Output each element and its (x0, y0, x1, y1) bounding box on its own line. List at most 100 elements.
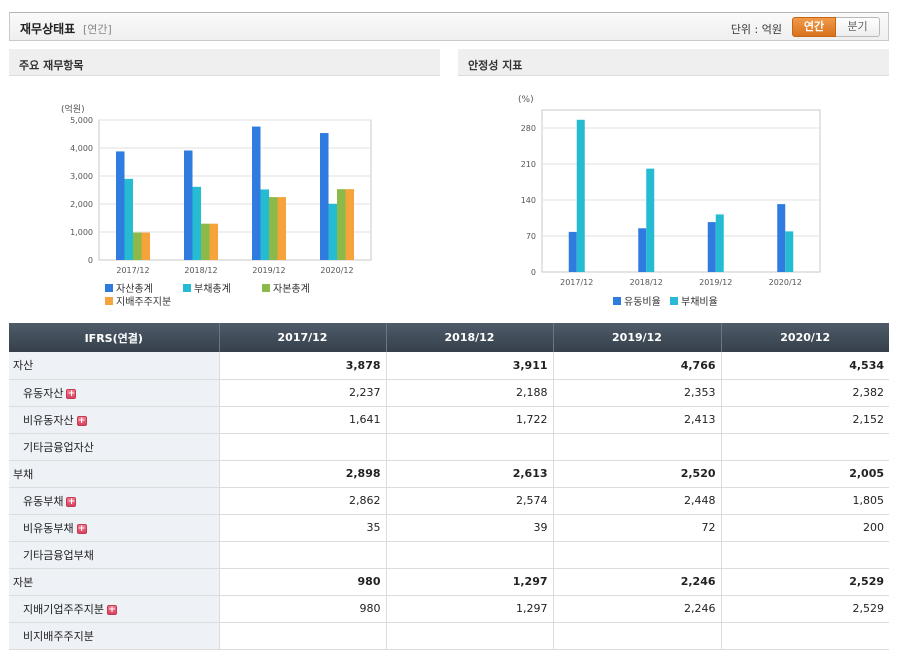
value-cell: 2,574 (385, 487, 553, 515)
value-cell: 2,520 (552, 460, 721, 488)
value-cell: 2,353 (552, 379, 721, 407)
bar-부채비율 (785, 231, 794, 272)
value-cell: 980 (218, 595, 386, 623)
bar-유동비율 (707, 222, 716, 272)
legend-swatch (183, 284, 191, 292)
table-header-row: IFRS(연결) 2017/12 2018/12 2019/12 2020/12 (9, 323, 889, 352)
bar-지배주주지분 (209, 223, 218, 260)
x-tick-label: 2019/12 (252, 266, 285, 275)
row-label-cell: 부채 (9, 460, 219, 488)
value-cell (720, 541, 889, 569)
table-row: 기타금융업부채 (9, 541, 889, 569)
value-cell (552, 622, 721, 650)
row-label-cell: 유동부채 + (9, 487, 219, 515)
value-cell: 200 (720, 514, 889, 542)
stability-title: 안정성 지표 (458, 49, 889, 76)
row-label: 유동부채 (23, 494, 64, 508)
table-row: 자산 3,878 3,911 4,766 4,534 (9, 352, 889, 380)
column-header: 2017/12 (218, 323, 386, 352)
expand-plus-icon[interactable]: + (76, 415, 87, 426)
legend-swatch (262, 284, 270, 292)
plot-area (541, 109, 821, 273)
y-tick-label: 4,000 (70, 144, 93, 153)
table-row: 부채 2,898 2,613 2,520 2,005 (9, 460, 889, 488)
value-cell: 2,448 (552, 487, 721, 515)
expand-plus-icon[interactable]: + (66, 496, 77, 507)
row-label: 비유동부채 (23, 521, 74, 535)
table-row: 비유동자산 +1,641 1,722 2,413 2,152 (9, 406, 889, 434)
value-cell: 2,862 (218, 487, 386, 515)
bar-부채총계 (328, 203, 337, 260)
unit-label: 단위 : 억원 (730, 23, 782, 36)
column-header: 2020/12 (720, 323, 889, 352)
value-cell (720, 622, 889, 650)
stability-panel: 안정성 지표 (%) 0 70 140 210 280 2017/12 2018/12 2019… (458, 49, 889, 321)
quarter-button[interactable]: 분기 (836, 17, 880, 37)
unit-axis-label: (%) (518, 95, 534, 105)
key-financials-chart: (억원) 0 1,000 2,000 3,000 4,000 5,000 2017/12 201… (61, 103, 372, 308)
value-cell: 2,237 (218, 379, 386, 407)
y-tick-label: 3,000 (70, 172, 93, 181)
y-tick-label: 0 (531, 268, 536, 277)
bar-부채비율 (576, 119, 585, 272)
table-row: 비지배주주지분 (9, 622, 889, 650)
row-label-cell: 자산 (9, 352, 219, 380)
value-cell (720, 433, 889, 461)
bar-부채비율 (715, 214, 724, 272)
column-header: 2019/12 (552, 323, 721, 352)
bar-자산총계 (252, 126, 261, 260)
value-cell: 2,529 (720, 568, 889, 596)
bar-자산총계 (320, 133, 329, 260)
y-tick-label: 0 (88, 256, 93, 265)
row-label: 비지배주주지분 (23, 629, 94, 643)
value-cell: 2,529 (720, 595, 889, 623)
row-label: 지배기업주주지분 (23, 602, 104, 616)
row-label-cell: 지배기업주주지분 + (9, 595, 219, 623)
value-cell (218, 433, 386, 461)
legend-label: 자본총계 (273, 283, 310, 295)
y-tick-label: 280 (521, 124, 536, 133)
expand-plus-icon[interactable]: + (76, 523, 87, 534)
bar-자산총계 (184, 150, 193, 260)
legend-swatch (105, 284, 113, 292)
value-cell: 1,722 (385, 406, 553, 434)
legend-label: 부채총계 (194, 283, 231, 295)
expand-plus-icon[interactable]: + (66, 388, 77, 399)
key-financials-panel: 주요 재무항목 (억원) 0 1,000 2,000 3,000 4,000 5,000 20… (9, 49, 440, 321)
row-label-cell: 기타금융업부채 (9, 541, 219, 569)
bar-자본총계 (269, 197, 278, 260)
row-label-cell: 비유동부채 + (9, 514, 219, 542)
y-tick-label: 140 (521, 196, 536, 205)
annual-button[interactable]: 연간 (792, 17, 836, 37)
x-tick-label: 2017/12 (560, 278, 593, 287)
bar-지배주주지분 (141, 232, 150, 260)
value-cell (552, 541, 721, 569)
table-row: 유동부채 +2,862 2,574 2,448 1,805 (9, 487, 889, 515)
bar-부채총계 (260, 189, 269, 260)
expand-plus-icon[interactable]: + (106, 604, 117, 615)
table-row: 기타금융업자산 (9, 433, 889, 461)
y-tick-label: 210 (521, 160, 536, 169)
x-tick-label: 2018/12 (184, 266, 217, 275)
legend-label: 부채비율 (681, 296, 718, 308)
bar-자본총계 (201, 223, 210, 260)
row-label-cell: 비유동자산 + (9, 406, 219, 434)
value-cell: 1,805 (720, 487, 889, 515)
bar-자본총계 (337, 189, 346, 260)
legend-label: 지배주주지분 (116, 296, 171, 308)
key-financials-title: 주요 재무항목 (9, 49, 440, 76)
value-cell: 1,297 (385, 595, 553, 623)
value-cell: 2,898 (218, 460, 386, 488)
value-cell: 4,766 (552, 352, 721, 380)
legend-swatch (105, 297, 113, 305)
value-cell: 35 (218, 514, 386, 542)
row-label: 기타금융업부채 (23, 548, 94, 562)
value-cell: 39 (385, 514, 553, 542)
value-cell: 2,382 (720, 379, 889, 407)
legend-swatch (670, 297, 678, 305)
table-row: 자본 980 1,297 2,246 2,529 (9, 568, 889, 596)
row-label: 자산 (13, 359, 34, 373)
value-cell: 1,297 (385, 568, 553, 596)
value-cell: 2,246 (552, 595, 721, 623)
value-cell (552, 433, 721, 461)
